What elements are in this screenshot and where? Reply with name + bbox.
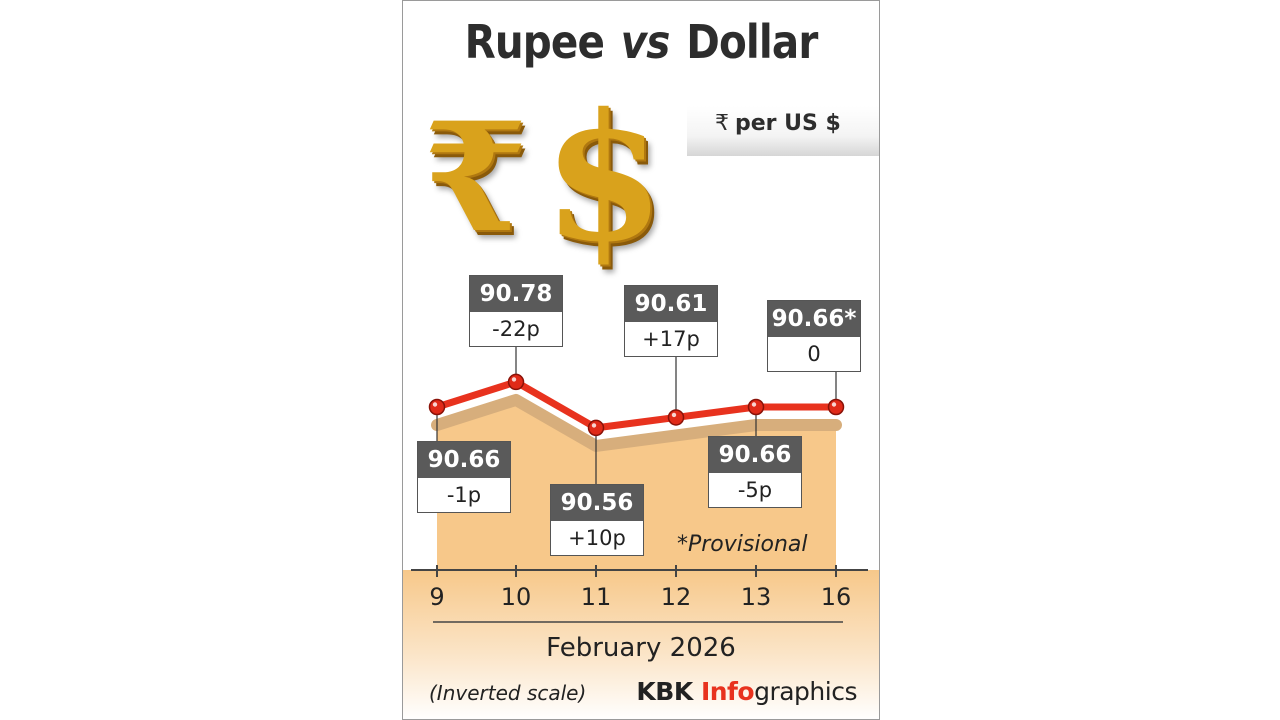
data-point-highlight (671, 412, 677, 418)
data-label: 90.66* 0 (767, 300, 861, 372)
data-label-change: -22p (492, 317, 540, 341)
title-vs: vs (620, 15, 671, 69)
credit-graphics: graphics (754, 677, 857, 706)
data-label-value: 90.66* (768, 301, 860, 337)
data-label-change: -1p (446, 483, 482, 507)
data-point (667, 409, 685, 426)
x-tick-label: 13 (740, 583, 772, 611)
x-tick-label: 9 (429, 583, 445, 611)
data-label: 90.56 +10p (550, 484, 644, 556)
data-label-change: +17p (642, 327, 700, 351)
x-tick-label: 16 (820, 583, 852, 611)
gold-dollar-icon: $ (543, 76, 665, 281)
credit-kbk: KBK (636, 677, 701, 706)
axis-band (403, 570, 879, 719)
chart-title: Rupee vs Dollar (432, 15, 851, 69)
data-label-value: 90.66 (418, 442, 510, 478)
data-point-highlight (751, 402, 757, 407)
x-tick-label: 11 (580, 583, 612, 611)
data-point-highlight (831, 402, 837, 407)
data-point-highlight (591, 423, 597, 428)
data-point (428, 398, 446, 416)
data-point-highlight (432, 402, 438, 407)
data-label-value: 90.61 (625, 286, 717, 322)
data-label: 90.66 -5p (708, 436, 802, 508)
unit-text: per US $ (735, 111, 841, 136)
infographic-card: Rupee vs Dollar ₹ per US $ ₹ $ 90.66 -1p 90… (402, 0, 880, 720)
data-point-highlight (511, 377, 517, 382)
gold-rupee-icon: ₹ (423, 90, 528, 266)
rupee-unit-icon: ₹ (715, 111, 729, 136)
credit-logo: KBK Infographics (636, 677, 857, 706)
data-label: 90.78 -22p (469, 275, 563, 347)
data-label: 90.61 +17p (624, 285, 718, 357)
data-label-value: 90.66 (709, 437, 801, 473)
data-label: 90.66 -1p (417, 441, 511, 513)
inverted-scale-note: (Inverted scale) (429, 681, 587, 705)
data-point (507, 373, 525, 391)
line-shadow (431, 393, 842, 452)
unit-label: ₹ per US $ (715, 111, 841, 136)
x-tick-label: 12 (660, 583, 692, 611)
x-tick-label: 10 (500, 583, 532, 611)
x-axis-label: February 2026 (546, 633, 736, 663)
title-rupee: Rupee (464, 15, 605, 69)
data-label-value: 90.56 (551, 485, 643, 521)
title-dollar: Dollar (686, 15, 818, 69)
data-label-value: 90.78 (470, 276, 562, 312)
data-point (747, 398, 765, 416)
data-label-change: -5p (737, 478, 773, 502)
data-point (827, 398, 845, 416)
data-point (587, 419, 605, 437)
data-label-change: 0 (807, 342, 821, 366)
unit-banner (687, 106, 879, 156)
provisional-note: *Provisional (677, 532, 808, 557)
series-line (433, 378, 840, 432)
data-label-change: +10p (568, 526, 626, 550)
credit-info: Info (700, 677, 755, 706)
